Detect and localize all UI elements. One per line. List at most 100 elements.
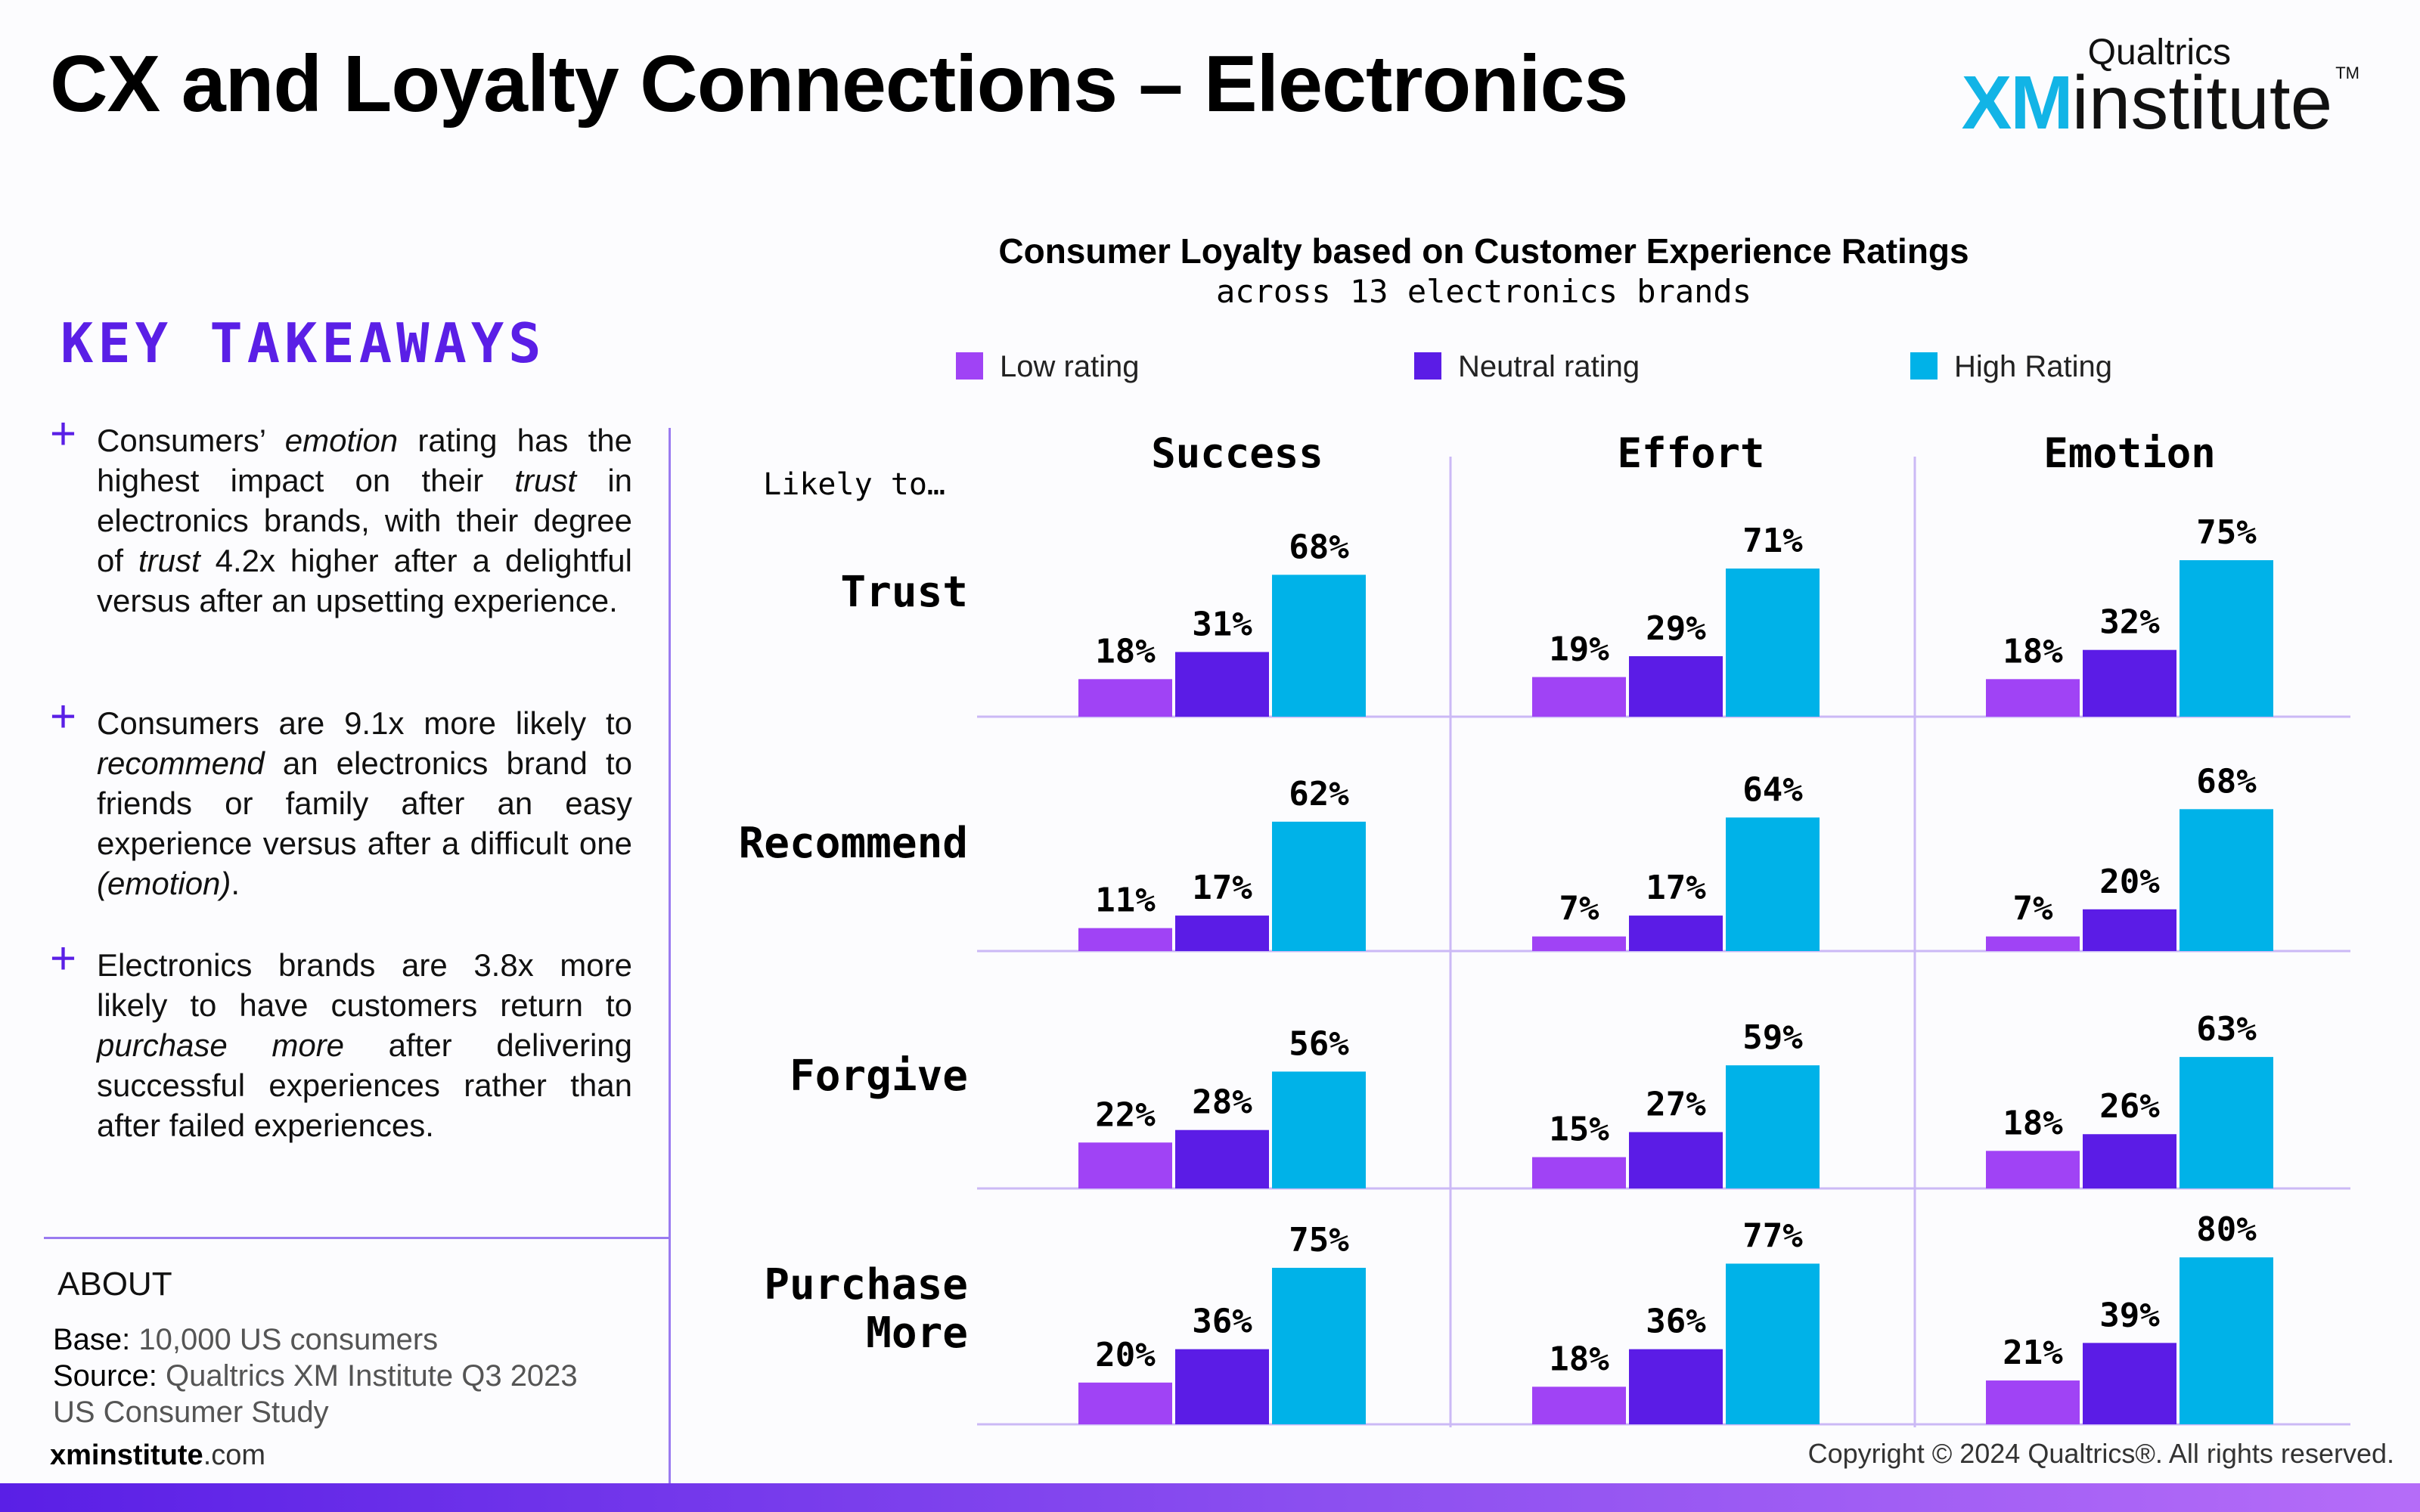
about-divider (44, 1237, 670, 1239)
qualtrics-xm-institute-logo: Qualtrics XMinstitute TM (1962, 32, 2360, 145)
row-label-recommend: Recommend (739, 819, 968, 868)
bar-purchase-more-emotion-1 (2083, 1343, 2176, 1424)
data-label: 17% (1192, 869, 1252, 907)
bar-purchase-more-success-1 (1175, 1349, 1269, 1424)
about-source: Source: Qualtrics XM Institute Q3 2023 U… (53, 1358, 628, 1430)
bar-purchase-more-emotion-2 (2180, 1257, 2273, 1424)
base-value: 10,000 US consumers (138, 1323, 439, 1356)
bar-trust-success-0 (1078, 679, 1172, 717)
bar-trust-emotion-0 (1986, 679, 2080, 717)
takeaway-run: . (231, 866, 240, 901)
legend-label-1: Neutral rating (1458, 350, 1640, 383)
data-label: 71% (1742, 522, 1803, 560)
bar-trust-success-1 (1175, 652, 1269, 717)
takeaway-run: rating has the highest impact on their (97, 423, 632, 498)
data-label: 75% (1289, 1221, 1349, 1259)
takeaway-emphasis: trust (138, 543, 200, 578)
data-label: 68% (1289, 528, 1349, 566)
page-title: CX and Loyalty Connections – Electronics (50, 39, 1628, 129)
row-label-more: More (866, 1309, 968, 1358)
data-label: 15% (1549, 1111, 1609, 1149)
bar-purchase-more-effort-1 (1629, 1349, 1723, 1424)
data-label: 63% (2196, 1010, 2257, 1049)
takeaway-run: after delivering successful experiences … (97, 1027, 632, 1143)
site-link[interactable]: xminstitute.com (50, 1439, 265, 1472)
data-label: 68% (2196, 762, 2257, 801)
data-label: 56% (1289, 1024, 1349, 1063)
data-label: 18% (1095, 632, 1156, 671)
takeaway-emphasis: purchase more (97, 1027, 345, 1063)
takeaway-emphasis: (emotion) (97, 866, 231, 901)
takeaway-item: + Electronics brands are 3.8x more likel… (50, 936, 632, 1145)
data-label: 18% (2003, 1104, 2063, 1142)
about-title: ABOUT (57, 1266, 172, 1303)
bar-purchase-more-success-2 (1272, 1268, 1366, 1424)
bar-trust-effort-0 (1532, 677, 1626, 717)
bar-forgive-effort-1 (1629, 1132, 1723, 1188)
data-label: 18% (2003, 632, 2063, 671)
bar-forgive-success-0 (1078, 1142, 1172, 1188)
bar-purchase-more-success-0 (1078, 1382, 1172, 1424)
bar-forgive-emotion-2 (2180, 1057, 2273, 1188)
left-panel-divider (669, 428, 671, 1483)
bar-recommend-success-2 (1272, 821, 1366, 951)
legend-label-0: Low rating (1000, 350, 1140, 383)
data-label: 36% (1192, 1303, 1252, 1341)
row-label-forgive: Forgive (790, 1052, 968, 1101)
bar-forgive-emotion-0 (1986, 1151, 2080, 1188)
site-rest: .com (203, 1439, 266, 1471)
base-label: Base: (53, 1323, 131, 1356)
takeaway-text: Consumers are 9.1x more likely to recomm… (97, 703, 632, 903)
bar-recommend-emotion-1 (2083, 909, 2176, 951)
bar-purchase-more-emotion-0 (1986, 1380, 2080, 1424)
data-label: 20% (1095, 1336, 1156, 1374)
bar-trust-emotion-1 (2083, 649, 2176, 717)
row-header-likely-to: Likely to… (763, 467, 945, 502)
logo-trademark: TM (2335, 64, 2360, 82)
data-label: 7% (1559, 890, 1599, 928)
chart-title: Consumer Loyalty based on Customer Exper… (998, 231, 1969, 271)
row-label-trust: Trust (840, 568, 968, 617)
data-label: 26% (2099, 1087, 2160, 1126)
row-label-purchase: Purchase (764, 1260, 968, 1309)
data-label: 36% (1646, 1303, 1706, 1341)
takeaway-run: 4.2x higher after a delightful versus af… (97, 543, 632, 618)
bar-recommend-effort-2 (1726, 817, 1820, 951)
data-label: 7% (2013, 890, 2053, 928)
source-label: Source: (53, 1359, 157, 1393)
bar-recommend-success-0 (1078, 928, 1172, 951)
data-label: 59% (1742, 1018, 1803, 1057)
takeaway-emphasis: trust (514, 463, 577, 498)
takeaway-emphasis: recommend (97, 745, 265, 781)
data-label: 77% (1742, 1216, 1803, 1255)
bar-recommend-success-1 (1175, 916, 1269, 951)
takeaway-run: Consumers are 9.1x more likely to (97, 705, 632, 741)
chart-subtitle: across 13 electronics brands (1216, 273, 1751, 310)
logo-xm-text: XM (1961, 60, 2074, 145)
data-label: 62% (1289, 775, 1349, 813)
takeaway-run: in electronics brands, with their degree… (97, 463, 633, 578)
takeaway-run: Consumers’ (97, 423, 285, 458)
copyright: Copyright © 2024 Qualtrics®. All rights … (1807, 1438, 2394, 1469)
data-label: 19% (1549, 631, 1609, 669)
data-label: 27% (1646, 1085, 1706, 1123)
source-value: Qualtrics XM Institute Q3 2023 US Consum… (53, 1359, 578, 1429)
bar-recommend-effort-0 (1532, 936, 1626, 951)
takeaway-item: + Consumers’ emotion rating has the high… (50, 411, 633, 621)
data-label: 32% (2099, 603, 2160, 642)
bar-trust-effort-1 (1629, 655, 1723, 717)
legend-swatch-1 (1414, 352, 1441, 380)
data-label: 75% (2196, 513, 2257, 552)
plus-icon: + (50, 408, 77, 459)
column-header-emotion: Emotion (2043, 429, 2216, 477)
legend-swatch-2 (1910, 352, 1938, 380)
takeaway-run: Electronics brands are 3.8x more likely … (97, 947, 632, 1023)
takeaway-emphasis: emotion (284, 423, 399, 458)
data-label: 20% (2099, 863, 2160, 901)
data-label: 28% (1192, 1083, 1252, 1122)
logo-qualtrics-text: Qualtrics (2087, 33, 2231, 73)
bar-recommend-emotion-2 (2180, 809, 2273, 951)
plus-icon: + (50, 933, 77, 984)
data-label: 18% (1549, 1340, 1609, 1378)
data-label: 22% (1095, 1095, 1156, 1134)
